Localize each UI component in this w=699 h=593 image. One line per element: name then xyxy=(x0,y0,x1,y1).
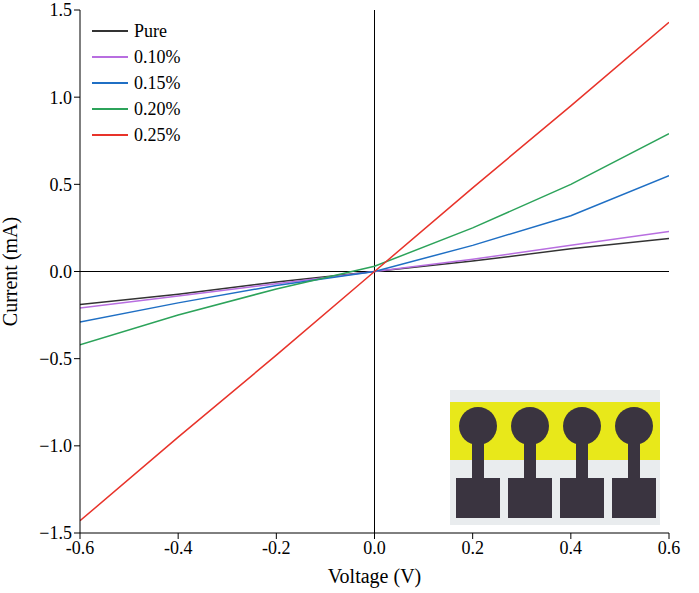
svg-text:-0.6: -0.6 xyxy=(65,537,95,558)
svg-text:0.6: 0.6 xyxy=(658,538,681,558)
svg-text:0.5: 0.5 xyxy=(50,175,73,195)
html-text:0.25%: 0.25% xyxy=(134,124,181,145)
svg-text:0.0: 0.0 xyxy=(50,262,73,282)
svg-text:1.5: 1.5 xyxy=(50,0,73,20)
svg-text:0.4: 0.4 xyxy=(560,538,583,558)
html-text:0.10%: 0.10% xyxy=(134,46,181,67)
svg-text:-0.2: -0.2 xyxy=(262,538,291,558)
svg-text:Voltage (V): Voltage (V) xyxy=(328,565,422,588)
svg-text:0.0: 0.0 xyxy=(363,538,386,558)
svg-text:−1.5: −1.5 xyxy=(39,523,72,543)
html-text:0.15%: 0.15% xyxy=(134,72,181,93)
svg-text:−1.0: −1.0 xyxy=(39,436,72,456)
svg-text:-0.4: -0.4 xyxy=(164,538,193,558)
html-text:Pure: Pure xyxy=(134,20,167,41)
svg-text:0.2: 0.2 xyxy=(461,538,484,558)
svg-text:1.0: 1.0 xyxy=(50,88,73,108)
html-text:0.20%: 0.20% xyxy=(134,98,181,119)
svg-text:Current (mA): Current (mA) xyxy=(0,217,22,326)
svg-text:−0.5: −0.5 xyxy=(39,349,72,369)
